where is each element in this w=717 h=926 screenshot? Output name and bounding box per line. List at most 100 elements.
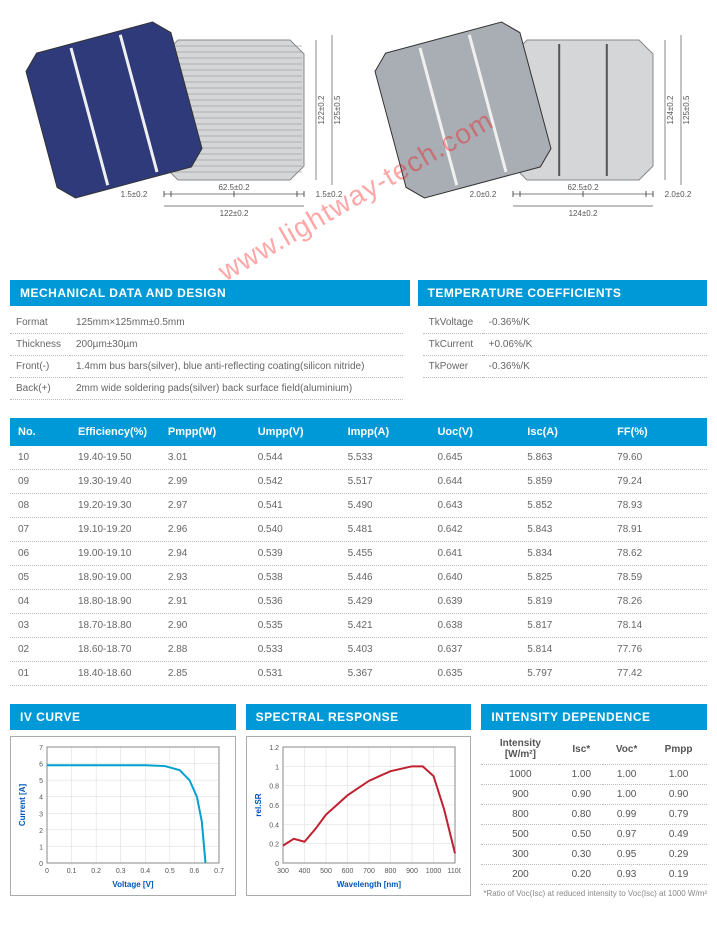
svg-text:4: 4 [39, 795, 43, 802]
svg-text:400: 400 [298, 868, 310, 875]
table-row: 0919.30-19.402.990.5425.5170.6445.85979.… [10, 470, 707, 494]
efficiency-header-row: No.Efficiency(%)Pmpp(W)Umpp(V)Impp(A)Uoc… [10, 418, 707, 446]
svg-text:124±0.2: 124±0.2 [568, 209, 597, 218]
svg-text:0.2: 0.2 [269, 842, 279, 849]
iv-curve-panel: IV CURVE 00.10.20.30.40.50.60.701234567V… [10, 704, 236, 898]
spectral-panel: SPECTRAL RESPONSE 3004005006007008009001… [246, 704, 472, 898]
svg-text:0.3: 0.3 [116, 868, 126, 875]
svg-text:600: 600 [341, 868, 353, 875]
svg-text:1.2: 1.2 [269, 745, 279, 752]
spectral-chart-svg: 3004005006007008009001000110000.20.40.60… [251, 741, 461, 889]
svg-text:rel.SR: rel.SR [254, 793, 263, 816]
eff-col-header: Impp(A) [344, 424, 434, 440]
svg-text:0: 0 [275, 861, 279, 868]
svg-text:7: 7 [39, 745, 43, 752]
svg-text:0.7: 0.7 [214, 868, 224, 875]
eff-col-header: Isc(A) [523, 424, 613, 440]
svg-text:0.6: 0.6 [190, 868, 200, 875]
intensity-footnote: *Ratio of Voc(Isc) at reduced intensity … [481, 889, 707, 898]
header-mechanical: MECHANICAL DATA AND DESIGN [10, 280, 410, 306]
eff-col-header: No. [14, 424, 74, 440]
table-row: 5000.500.970.49 [481, 825, 707, 845]
svg-text:900: 900 [406, 868, 418, 875]
svg-text:0.4: 0.4 [269, 822, 279, 829]
eff-col-header: FF(%) [613, 424, 703, 440]
svg-text:6: 6 [39, 762, 43, 769]
intensity-table: Intensity[W/m²]Isc*Voc*Pmpp10001.001.001… [481, 734, 707, 885]
table-row: 9000.901.000.90 [481, 785, 707, 805]
spec-row: Back(+)2mm wide soldering pads(silver) b… [10, 378, 403, 400]
svg-text:0: 0 [39, 861, 43, 868]
cell-diagram-left: 1.5±0.262.5±0.21.5±0.2122±0.2122±0.2125±… [24, 10, 344, 250]
svg-text:5: 5 [39, 778, 43, 785]
svg-text:0.5: 0.5 [165, 868, 175, 875]
svg-text:3: 3 [39, 811, 43, 818]
svg-text:0.6: 0.6 [269, 803, 279, 810]
eff-col-header: Uoc(V) [433, 424, 523, 440]
table-row: 0819.20-19.302.970.5415.4900.6435.85278.… [10, 494, 707, 518]
table-row: 1019.40-19.503.010.5445.5330.6455.86379.… [10, 446, 707, 470]
table-row: 8000.800.990.79 [481, 805, 707, 825]
svg-text:2.0±0.2: 2.0±0.2 [469, 190, 496, 199]
svg-text:0.4: 0.4 [140, 868, 150, 875]
table-row: 0619.00-19.102.940.5395.4550.6415.83478.… [10, 542, 707, 566]
header-spectral: SPECTRAL RESPONSE [246, 704, 472, 730]
table-row: 0518.90-19.002.930.5385.4460.6405.82578.… [10, 566, 707, 590]
table-row: 0118.40-18.602.850.5315.3670.6355.79777.… [10, 662, 707, 686]
svg-text:Current [A]: Current [A] [18, 784, 27, 827]
svg-text:1000: 1000 [425, 868, 441, 875]
table-row: 0719.10-19.202.960.5405.4810.6425.84378.… [10, 518, 707, 542]
svg-text:Voltage [V]: Voltage [V] [112, 880, 154, 889]
cell-diagrams-row: 1.5±0.262.5±0.21.5±0.2122±0.2122±0.2125±… [10, 10, 707, 260]
spec-row: TkCurrent+0.06%/K [423, 334, 707, 356]
svg-text:122±0.2: 122±0.2 [317, 95, 326, 124]
svg-text:0.1: 0.1 [67, 868, 77, 875]
svg-text:1.5±0.2: 1.5±0.2 [121, 190, 148, 199]
spec-row: Format125mm×125mm±0.5mm [10, 312, 403, 334]
cell-svg-right: 2.0±0.2 62.5±0.2 2.0±0.2 124±0.2 124±0.2 125±… [373, 10, 693, 250]
svg-text:122±0.2: 122±0.2 [220, 209, 249, 218]
header-temperature: TEMPERATURE COEFFICIENTS [418, 280, 707, 306]
svg-text:2.0±0.2: 2.0±0.2 [664, 190, 691, 199]
efficiency-table: No.Efficiency(%)Pmpp(W)Umpp(V)Impp(A)Uoc… [10, 418, 707, 686]
temp-coeffs-table: TkVoltage-0.36%/KTkCurrent+0.06%/KTkPowe… [423, 312, 707, 400]
svg-text:700: 700 [363, 868, 375, 875]
svg-text:500: 500 [320, 868, 332, 875]
cell-svg-left: 1.5±0.262.5±0.21.5±0.2122±0.2122±0.2125±… [24, 10, 344, 250]
table-row: 10001.001.001.00 [481, 765, 707, 785]
svg-text:0.2: 0.2 [91, 868, 101, 875]
svg-text:0: 0 [45, 868, 49, 875]
specs-row: Format125mm×125mm±0.5mmThickness200µm±30… [10, 312, 707, 400]
header-iv: IV CURVE [10, 704, 236, 730]
eff-col-header: Umpp(V) [254, 424, 344, 440]
table-row: 3000.300.950.29 [481, 845, 707, 865]
svg-text:1: 1 [275, 764, 279, 771]
efficiency-body: 1019.40-19.503.010.5445.5330.6455.86379.… [10, 446, 707, 686]
intensity-panel: INTENSITY DEPENDENCE Intensity[W/m²]Isc*… [481, 704, 707, 898]
intensity-header: Intensity[W/m²]Isc*Voc*Pmpp [481, 734, 707, 765]
eff-col-header: Pmpp(W) [164, 424, 254, 440]
svg-text:300: 300 [277, 868, 289, 875]
cell-diagram-right: 2.0±0.2 62.5±0.2 2.0±0.2 124±0.2 124±0.2 125±… [373, 10, 693, 250]
table-row: 0318.70-18.802.900.5355.4210.6385.81778.… [10, 614, 707, 638]
spec-row: Thickness200µm±30µm [10, 334, 403, 356]
bottom-row: IV CURVE 00.10.20.30.40.50.60.701234567V… [10, 704, 707, 898]
svg-text:124±0.2: 124±0.2 [666, 95, 675, 124]
iv-chart-box: 00.10.20.30.40.50.60.701234567Voltage [V… [10, 736, 236, 896]
header-intensity: INTENSITY DEPENDENCE [481, 704, 707, 730]
mech-specs-table: Format125mm×125mm±0.5mmThickness200µm±30… [10, 312, 403, 400]
spec-row: Front(-)1.4mm bus bars(silver), blue ant… [10, 356, 403, 378]
svg-text:1100: 1100 [447, 868, 461, 875]
svg-text:0.8: 0.8 [269, 784, 279, 791]
table-row: 0218.60-18.702.880.5335.4030.6375.81477.… [10, 638, 707, 662]
eff-col-header: Efficiency(%) [74, 424, 164, 440]
svg-text:62.5±0.2: 62.5±0.2 [567, 183, 599, 192]
spectral-chart-box: 3004005006007008009001000110000.20.40.60… [246, 736, 472, 896]
svg-text:125±0.5: 125±0.5 [682, 95, 691, 124]
headers-row-1: MECHANICAL DATA AND DESIGN TEMPERATURE C… [10, 280, 707, 306]
spec-row: TkPower-0.36%/K [423, 356, 707, 378]
table-row: 0418.80-18.902.910.5365.4290.6395.81978.… [10, 590, 707, 614]
svg-text:1: 1 [39, 844, 43, 851]
svg-text:Wavelength [nm]: Wavelength [nm] [337, 880, 401, 889]
table-row: 2000.200.930.19 [481, 865, 707, 885]
